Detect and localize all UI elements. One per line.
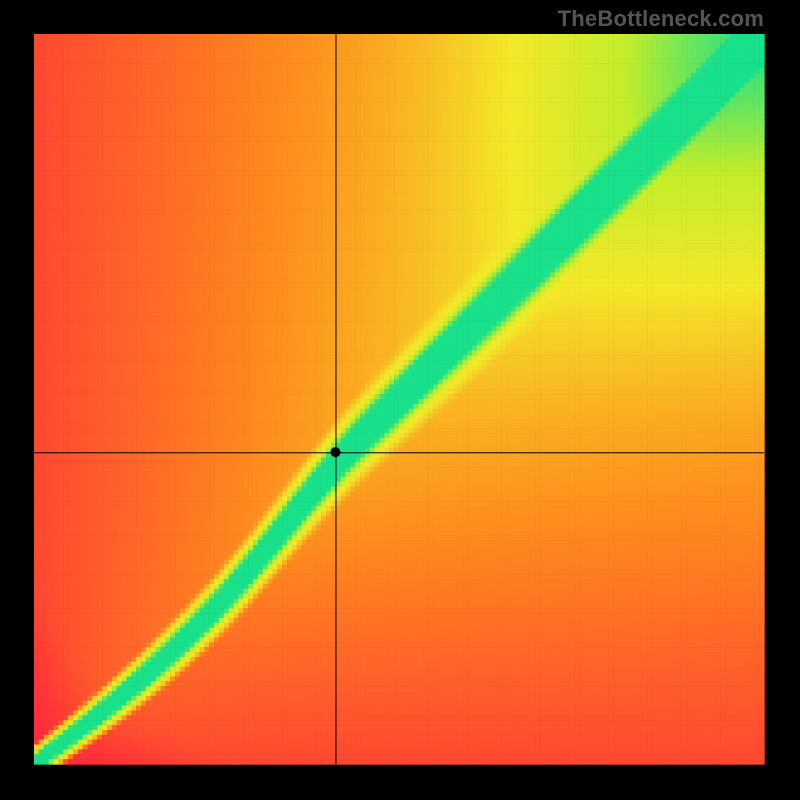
chart-container: TheBottleneck.com (0, 0, 800, 800)
watermark-text: TheBottleneck.com (558, 6, 764, 32)
bottleneck-heatmap (0, 0, 800, 800)
